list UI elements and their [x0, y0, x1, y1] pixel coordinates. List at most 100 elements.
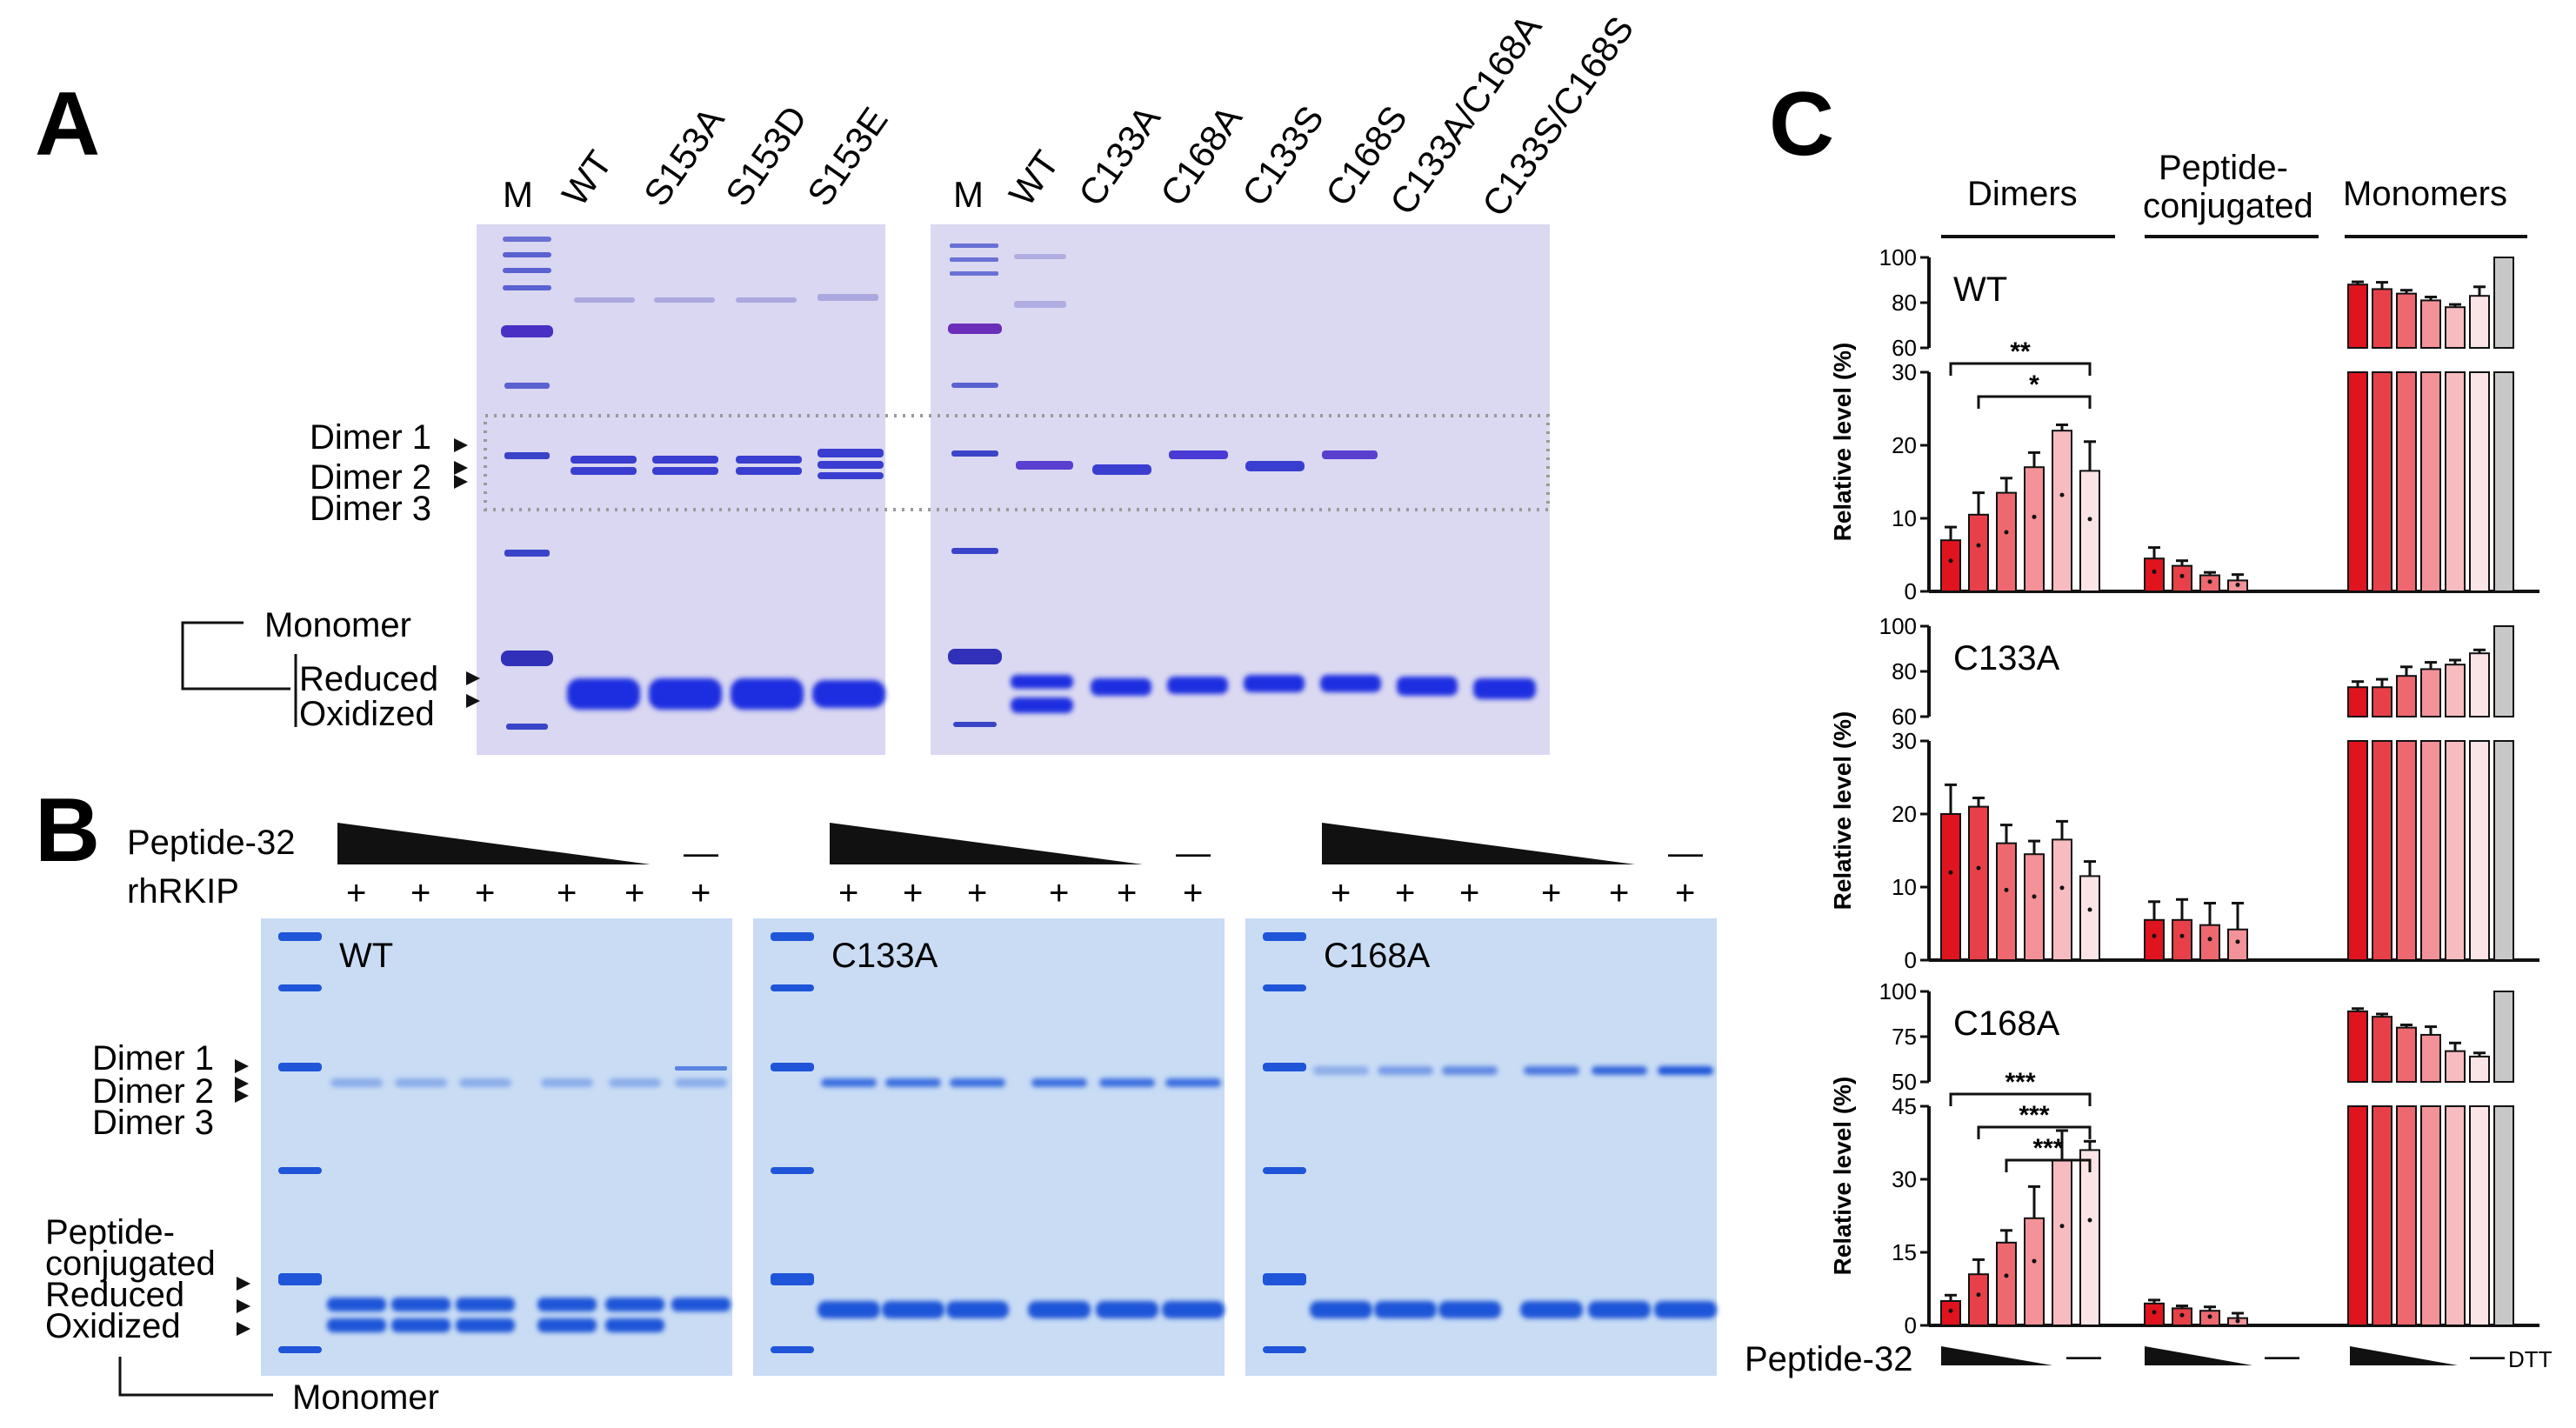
panel-a: A M WT S153A S153D S153E M WT C133A C168… — [35, 7, 1641, 755]
c-bar-monomer-lower — [2469, 740, 2490, 961]
c-header-monomers: Monomers — [2343, 175, 2507, 213]
c-header-peptide: Peptide- — [2159, 149, 2288, 187]
c-bar-dimer — [2079, 875, 2100, 962]
c-bar-dimer-dot — [1948, 1308, 1953, 1313]
b-plus-2-0: + — [1331, 874, 1351, 912]
c-bar-dimer-dot — [2059, 492, 2065, 497]
c-bar-dimer — [2052, 838, 2072, 962]
c-sig-bracket — [1977, 1125, 2092, 1139]
c-bar-monomer-upper — [2372, 1016, 2392, 1083]
gel1-lane-wt: WT — [554, 143, 620, 213]
c-bar-dimer-dot — [2004, 1273, 2009, 1278]
c-bar-monomer-lower — [2420, 740, 2441, 961]
b-oxidized-band — [391, 1318, 450, 1332]
c-tick-label: 0 — [1905, 947, 1917, 973]
c-bar-monomer-upper — [2469, 295, 2490, 350]
c-bottom-label: Peptide-32 — [1745, 1340, 1912, 1378]
c-bar-monomer-lower — [2445, 371, 2466, 592]
c-bar-monomer-upper — [2396, 675, 2417, 718]
panel-c: C Dimers Peptide- conjugated Monomers 60… — [1745, 74, 2553, 1378]
b-label-conjugated: conjugated — [45, 1244, 216, 1283]
panel-a-label: A — [35, 74, 100, 175]
b-gel-background — [1245, 918, 1717, 1376]
b-dimer-band — [330, 1078, 383, 1087]
b-minus-0: — — [684, 834, 718, 872]
b-monomer-bracket — [118, 1357, 273, 1397]
c-bar-monomer-lower — [2445, 740, 2466, 961]
b-marker-band — [278, 1273, 322, 1285]
c-tick-label: 45 — [1892, 1093, 1917, 1119]
gel2-lane-wt: WT — [1001, 143, 1067, 213]
c-bar-peptide-dot — [2152, 569, 2157, 574]
c-bar-peptide-dot — [2207, 579, 2212, 584]
b-oxidized-band — [327, 1318, 386, 1332]
c-sig-stars: *** — [2032, 1134, 2063, 1163]
b-monomer-band — [1374, 1301, 1437, 1318]
c-chart-title: C168A — [1953, 1004, 2060, 1043]
b-marker-band — [1263, 1273, 1306, 1285]
b-monomer-band — [1310, 1301, 1372, 1318]
b-peptide-label: Peptide-32 — [127, 824, 295, 862]
b-gel-title-0: WT — [339, 937, 393, 975]
b-dimer-band — [1099, 1078, 1155, 1087]
b-reduced-band — [671, 1298, 731, 1311]
c-sig-bracket — [2005, 1158, 2092, 1172]
c-bar-monomer-lower — [2493, 740, 2514, 961]
c-sig-stars: ** — [2010, 337, 2031, 366]
b-monomer-band — [1162, 1301, 1225, 1318]
c-bar-monomer-upper — [2469, 652, 2490, 718]
b-dimer-band-upper — [675, 1066, 727, 1071]
b-dimer-band — [675, 1078, 727, 1087]
b-plus-1-4: + — [1117, 874, 1137, 912]
c-bar-monomer-lower — [2347, 1105, 2368, 1326]
c-tick-label: 20 — [1892, 432, 1917, 458]
c-ylabel: Relative level (%) — [1829, 343, 1856, 542]
c-sig-stars: *** — [2019, 1101, 2049, 1130]
c-bar-dimer — [1940, 539, 1961, 593]
b-plus-2-3: + — [1541, 874, 1561, 912]
c-bar-monomer-upper — [2469, 1055, 2490, 1084]
b-dimer-band — [459, 1078, 511, 1087]
gel2-lane-c168a: C168A — [1152, 98, 1250, 213]
b-wedge-0 — [337, 823, 651, 864]
b-plus-2-4: + — [1609, 874, 1629, 912]
c-bar-monomer-lower — [2396, 740, 2417, 961]
a-label-dimer2: Dimer 2 — [310, 458, 431, 497]
c-bar-dimer-dot — [1948, 870, 1953, 875]
b-dimer-band — [1313, 1066, 1369, 1075]
b-monomer-arrows — [237, 1277, 250, 1336]
c-bar-monomer-upper — [2445, 664, 2466, 718]
b-label-monomer: Monomer — [292, 1378, 439, 1417]
c-sig-stars: *** — [2005, 1068, 2035, 1097]
c-sig-bracket — [1977, 395, 2092, 409]
c-bar-monomer-upper — [2445, 306, 2466, 350]
b-oxidized-band — [605, 1318, 664, 1332]
c-ylabel: Relative level (%) — [1829, 711, 1856, 911]
c-bar-dimer — [2052, 1158, 2072, 1326]
c-bottom-dtt: DTT — [2508, 1346, 2553, 1372]
dimer-highlight-box — [484, 414, 1550, 511]
b-dimer-band — [1592, 1066, 1647, 1075]
gel1-lane-s153e: S153E — [799, 100, 896, 213]
b-gel-0: —+ + + + + +WT — [261, 823, 732, 1376]
c-bar-dimer — [1996, 1241, 2017, 1327]
b-marker-band — [278, 1167, 322, 1174]
c-bar-dimer-dot — [1948, 558, 1953, 564]
c-bottom-wedges — [1941, 1346, 2458, 1365]
c-chart-2: 50 75 100 0 15 30 45 Relative level (%) C168A ***… — [1829, 978, 2539, 1338]
c-bar-monomer-upper — [2420, 299, 2441, 349]
c-bar-dimer — [1968, 805, 1989, 961]
c-tick-label: 80 — [1892, 658, 1917, 684]
b-label-dimer2: Dimer 2 — [92, 1072, 214, 1111]
c-tick-label: 60 — [1892, 335, 1917, 361]
b-plus-0-4: + — [624, 874, 644, 912]
b-label-dimer3: Dimer 3 — [92, 1104, 214, 1142]
c-bar-monomer-lower — [2347, 371, 2368, 592]
b-label-peptide: Peptide- — [45, 1213, 175, 1251]
c-bar-peptide-dot — [2235, 582, 2240, 587]
c-bar-dimer-dot — [2032, 1258, 2037, 1264]
b-plus-1-3: + — [1049, 874, 1069, 912]
b-rhrkip-label: rhRKIP — [127, 872, 239, 911]
c-bar-dimer-dot — [2059, 885, 2065, 891]
